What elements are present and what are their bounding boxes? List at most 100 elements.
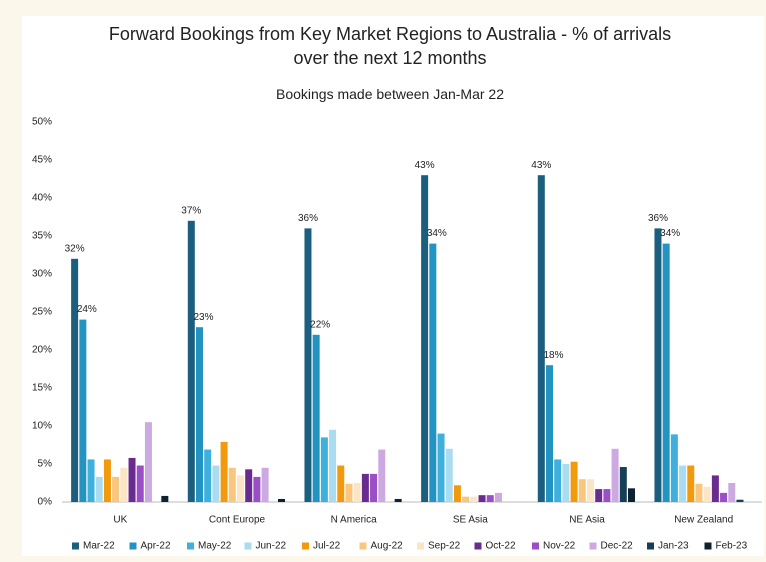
y-tick-label: 25%: [32, 307, 52, 318]
bar: [237, 475, 244, 502]
bar: [611, 448, 619, 502]
legend-swatch: [647, 542, 654, 550]
legend-swatch: [187, 542, 194, 550]
y-tick-label: 45%: [32, 155, 52, 166]
bar: [196, 327, 203, 502]
bar: [695, 483, 703, 502]
value-label: 18%: [543, 350, 563, 361]
bar: [679, 465, 687, 502]
bar: [711, 475, 719, 502]
value-label: 34%: [427, 228, 447, 239]
bar: [144, 422, 152, 502]
legend-label: Sep-22: [428, 541, 461, 552]
bar: [128, 457, 136, 502]
bar: [228, 467, 236, 502]
legend-swatch: [72, 542, 79, 550]
bar: [578, 479, 586, 502]
legend-label: Nov-22: [543, 541, 576, 552]
y-tick-label: 5%: [38, 459, 53, 470]
bar: [212, 465, 220, 502]
bar: [703, 486, 711, 502]
y-tick-label: 30%: [32, 269, 52, 280]
legend-swatch: [474, 542, 482, 550]
value-label: 32%: [65, 243, 85, 254]
bar: [628, 488, 635, 502]
bar: [437, 433, 445, 502]
bar: [486, 495, 494, 502]
bar: [445, 448, 453, 502]
bar: [394, 498, 402, 502]
x-tick-label: N America: [331, 515, 378, 526]
y-tick-label: 35%: [32, 231, 52, 242]
value-label: 36%: [298, 213, 318, 224]
legend-swatch: [302, 542, 309, 550]
y-tick-label: 0%: [38, 497, 53, 508]
bar: [112, 476, 120, 502]
legend-swatch: [704, 542, 712, 550]
bar: [337, 465, 345, 502]
bar: [136, 465, 144, 502]
bar: [304, 228, 312, 502]
legend-label: Oct-22: [486, 541, 516, 552]
bar: [378, 449, 386, 502]
bar: [670, 434, 678, 502]
legend-label: Jun-22: [256, 541, 287, 552]
legend-label: Dec-22: [601, 541, 634, 552]
bar: [79, 319, 87, 502]
bar: [687, 465, 695, 502]
legend-swatch: [359, 542, 367, 550]
x-tick-label: New Zealand: [674, 515, 733, 526]
y-tick-label: 50%: [32, 117, 52, 128]
legend-label: Jan-23: [658, 541, 689, 552]
bar: [120, 467, 128, 502]
value-label: 22%: [310, 319, 330, 330]
bar: [478, 495, 486, 502]
bar: [103, 459, 111, 502]
legend-label: Feb-23: [716, 541, 748, 552]
bar: [204, 449, 212, 502]
bar: [71, 258, 79, 502]
x-tick-label: Cont Europe: [209, 515, 266, 526]
bar: [587, 479, 594, 502]
y-tick-label: 40%: [32, 193, 52, 204]
bar: [546, 365, 553, 502]
bar: [370, 473, 378, 502]
bar: [245, 469, 253, 502]
bar: [470, 496, 478, 502]
bar: [720, 492, 728, 502]
legend-label: Aug-22: [371, 541, 404, 552]
x-tick-label: UK: [113, 515, 127, 526]
value-label: 43%: [415, 160, 435, 171]
bar: [537, 175, 545, 502]
x-tick-label: NE Asia: [569, 515, 605, 526]
bar: [429, 243, 437, 502]
bar: [278, 498, 285, 502]
value-label: 24%: [77, 304, 97, 315]
bar: [312, 334, 320, 502]
bar: [361, 473, 369, 502]
legend-swatch: [244, 542, 252, 550]
bar: [320, 437, 328, 502]
value-label: 23%: [193, 312, 213, 323]
bar: [494, 492, 502, 502]
bar: [603, 489, 611, 502]
bar: [662, 243, 670, 502]
bar: [220, 441, 228, 502]
bar: [253, 476, 261, 502]
bar: [87, 459, 95, 502]
y-tick-label: 20%: [32, 345, 52, 356]
bar: [736, 499, 744, 502]
bar: [353, 483, 361, 502]
legend-label: May-22: [198, 541, 232, 552]
bar: [345, 483, 353, 502]
bar: [462, 496, 470, 502]
bar: [421, 175, 429, 502]
legend-label: Jul-22: [313, 541, 341, 552]
bar: [728, 483, 736, 502]
x-tick-label: SE Asia: [453, 515, 488, 526]
y-tick-label: 10%: [32, 421, 52, 432]
legend-swatch: [129, 542, 137, 550]
bar: [161, 495, 169, 502]
value-label: 34%: [660, 228, 680, 239]
legend-swatch: [417, 542, 424, 550]
